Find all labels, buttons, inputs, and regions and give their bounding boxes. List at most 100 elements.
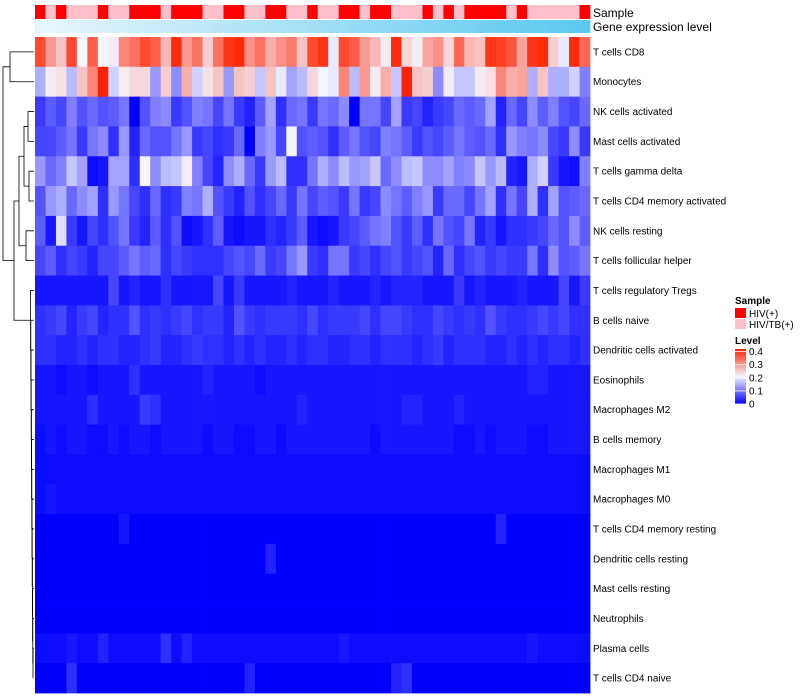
heatmap-cell bbox=[55, 156, 67, 187]
heatmap-cell bbox=[244, 275, 256, 306]
heatmap-cell bbox=[171, 96, 183, 127]
heatmap-cell bbox=[118, 514, 130, 545]
heatmap-cell bbox=[265, 365, 277, 396]
heatmap-cell bbox=[35, 275, 46, 306]
heatmap-cell bbox=[76, 633, 88, 664]
heatmap-cell bbox=[171, 663, 183, 694]
heatmap-cell bbox=[411, 484, 423, 515]
heatmap-cell bbox=[275, 126, 287, 157]
heatmap-cell bbox=[108, 365, 120, 396]
heatmap-cell bbox=[537, 275, 549, 306]
heatmap-cell bbox=[317, 335, 329, 366]
heatmap-cell bbox=[254, 514, 266, 545]
heatmap-cell bbox=[579, 66, 591, 98]
heatmap-cell bbox=[338, 186, 350, 217]
heatmap-cell bbox=[160, 156, 172, 187]
heatmap-cell bbox=[579, 186, 591, 217]
sample-annotation-cell bbox=[391, 5, 402, 19]
heatmap-cell bbox=[370, 573, 381, 604]
heatmap-cell bbox=[485, 454, 497, 485]
heatmap-cell bbox=[558, 633, 570, 664]
heatmap-cell bbox=[213, 543, 224, 575]
heatmap-cell bbox=[254, 573, 266, 604]
heatmap-cell bbox=[254, 454, 266, 485]
heatmap-cell bbox=[349, 633, 361, 664]
heatmap-cell bbox=[171, 633, 183, 664]
heatmap-cell bbox=[55, 603, 67, 634]
heatmap-cell bbox=[87, 454, 99, 485]
sample-annotation-cell bbox=[76, 5, 88, 19]
expression-annotation-cell bbox=[139, 20, 151, 33]
heatmap-cell bbox=[328, 245, 340, 276]
heatmap-cell bbox=[254, 245, 266, 276]
heatmap-cell bbox=[181, 186, 193, 217]
heatmap-cell bbox=[401, 156, 413, 187]
expression-annotation-cell bbox=[548, 20, 559, 33]
heatmap-cell bbox=[223, 514, 235, 545]
heatmap-cell bbox=[192, 275, 203, 306]
row-label: T cells CD4 memory activated bbox=[593, 197, 726, 208]
heatmap-cell bbox=[569, 335, 580, 366]
heatmap-cell bbox=[307, 305, 319, 336]
sample-annotation-cell bbox=[254, 5, 266, 19]
expression-annotation-cell bbox=[108, 20, 120, 33]
heatmap-cell bbox=[453, 37, 465, 68]
heatmap-cell bbox=[265, 573, 277, 604]
row-label: B cells memory bbox=[593, 435, 661, 446]
heatmap-cell bbox=[317, 156, 329, 187]
heatmap-cell bbox=[254, 156, 266, 187]
heatmap-cell bbox=[192, 156, 203, 187]
heatmap-cell bbox=[411, 424, 423, 455]
heatmap-cell bbox=[380, 424, 392, 455]
expression-annotation-cell bbox=[401, 20, 413, 33]
row-label: T cells CD4 naive bbox=[593, 674, 672, 685]
heatmap-cell bbox=[411, 215, 423, 247]
heatmap-cell bbox=[317, 96, 329, 127]
heatmap-cell bbox=[296, 215, 308, 247]
sample-annotation-cell bbox=[55, 5, 67, 19]
heatmap-cell bbox=[202, 454, 214, 485]
heatmap-cell bbox=[474, 603, 486, 634]
heatmap-cell bbox=[548, 633, 559, 664]
heatmap-cell bbox=[87, 156, 99, 187]
heatmap-cell bbox=[76, 603, 88, 634]
heatmap-cell bbox=[485, 275, 497, 306]
expression-annotation-cell bbox=[349, 20, 361, 33]
heatmap-cell bbox=[328, 37, 340, 68]
heatmap-cell bbox=[286, 245, 298, 276]
heatmap-cell bbox=[87, 96, 99, 127]
heatmap-cell bbox=[307, 37, 319, 68]
dendrogram-branch bbox=[18, 155, 26, 247]
heatmap-cell bbox=[76, 186, 88, 217]
heatmap-cell bbox=[422, 66, 434, 98]
heatmap-cell bbox=[265, 424, 277, 455]
heatmap-cell bbox=[150, 454, 162, 485]
heatmap-cell bbox=[391, 365, 402, 396]
heatmap-cell bbox=[307, 365, 319, 396]
heatmap-cell bbox=[370, 484, 381, 515]
heatmap-cell bbox=[160, 573, 172, 604]
heatmap-cell bbox=[150, 394, 162, 426]
heatmap-cell bbox=[171, 365, 183, 396]
heatmap-cell bbox=[569, 663, 580, 694]
heatmap-cell bbox=[474, 156, 486, 187]
heatmap-cell bbox=[275, 424, 287, 455]
heatmap-cell bbox=[76, 215, 88, 247]
heatmap-cell bbox=[150, 305, 162, 336]
heatmap-cell bbox=[516, 603, 528, 634]
heatmap-cell bbox=[349, 305, 361, 336]
heatmap-cell bbox=[244, 484, 256, 515]
level-tick-label: 0.4 bbox=[749, 347, 763, 358]
sample-annotation-cell bbox=[118, 5, 130, 19]
heatmap-cell bbox=[380, 543, 392, 575]
heatmap-cell bbox=[150, 424, 162, 455]
expression-annotation-cell bbox=[55, 20, 67, 33]
heatmap-cell bbox=[506, 365, 518, 396]
heatmap-cell bbox=[35, 245, 46, 276]
heatmap-cell bbox=[192, 245, 203, 276]
heatmap-cell bbox=[76, 156, 88, 187]
heatmap-cell bbox=[474, 245, 486, 276]
heatmap-cell bbox=[275, 245, 287, 276]
heatmap-cell bbox=[296, 484, 308, 515]
heatmap-cell bbox=[527, 215, 539, 247]
